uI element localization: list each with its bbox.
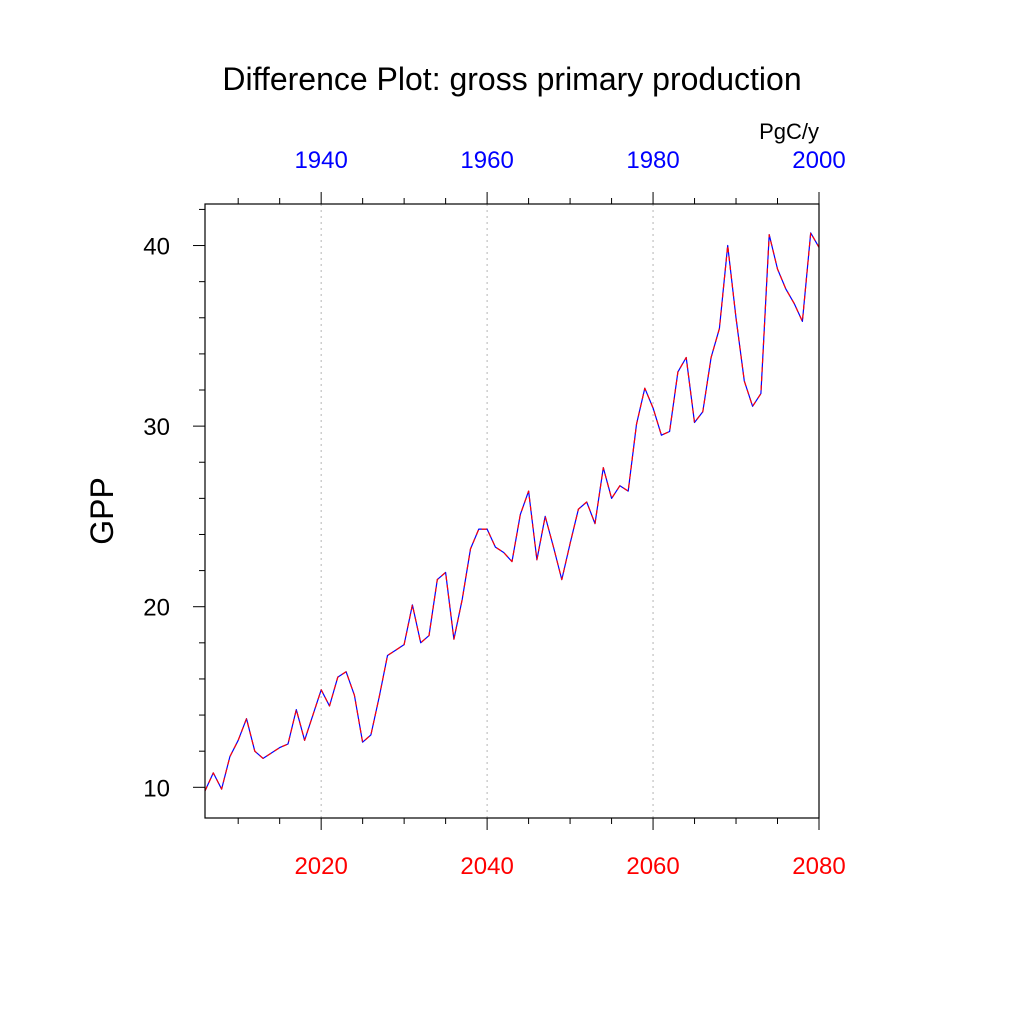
chart-title: Difference Plot: gross primary productio… (222, 61, 801, 97)
x-top-tick-label: 1940 (294, 147, 347, 174)
units-label: PgC/y (759, 119, 819, 144)
x-top-tick-label: 1960 (460, 147, 513, 174)
data-series (204, 232, 820, 792)
gpp-series-dash-overlay (204, 232, 820, 792)
x-top-tick-label: 1980 (626, 147, 679, 174)
y-tick-label: 40 (143, 234, 170, 261)
y-tick-label: 30 (143, 414, 170, 441)
gpp-series-line (204, 232, 820, 792)
x-bottom-tick-label: 2080 (792, 853, 845, 880)
plot-frame (204, 203, 820, 819)
x-bottom-tick-label: 2020 (294, 853, 347, 880)
grid-lines (320, 204, 654, 818)
axis-ticks (193, 192, 820, 830)
y-tick-label: 20 (143, 595, 170, 622)
x-bottom-tick-label: 2040 (460, 853, 513, 880)
y-tick-label: 10 (143, 775, 170, 802)
y-axis-label: GPP (84, 477, 120, 545)
x-top-tick-label: 2000 (792, 147, 845, 174)
x-bottom-tick-label: 2060 (626, 853, 679, 880)
tick-labels: 2020 2040 2060 2080 1940 1960 1980 2000 10 20 30 40 (143, 147, 845, 880)
